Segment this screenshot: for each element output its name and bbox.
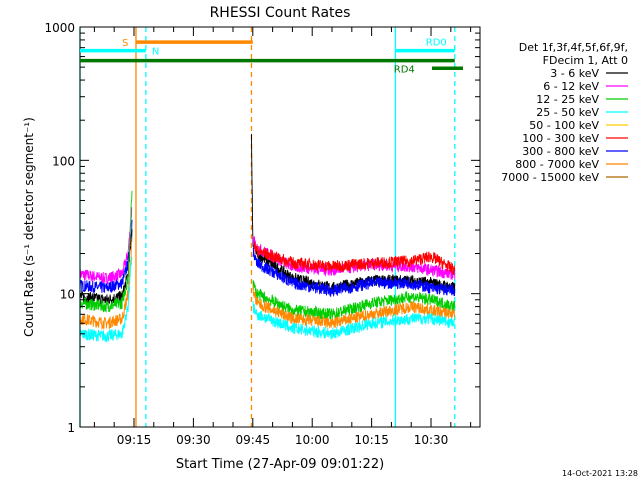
series-line: [79, 236, 133, 330]
x-tick-label: 10:00: [295, 433, 330, 447]
y-tick-label: 1: [67, 421, 75, 435]
x-tick-label: 09:45: [236, 433, 271, 447]
y-axis-label: Count Rate (s⁻¹ detector segment⁻¹): [22, 117, 36, 337]
series-line: [252, 301, 456, 340]
legend: Det 1f,3f,4f,5f,6f,9f,FDecim 1, Att 03 -…: [501, 41, 628, 184]
series-line: [252, 280, 456, 321]
legend-label: 50 - 100 keV: [529, 119, 599, 132]
y-tick-label: 100: [52, 154, 75, 168]
legend-header: Det 1f,3f,4f,5f,6f,9f,: [519, 41, 628, 54]
legend-label: 3 - 6 keV: [550, 67, 599, 80]
legend-label: 12 - 25 keV: [536, 93, 599, 106]
legend-label: 7000 - 15000 keV: [501, 171, 599, 184]
series-line: [79, 219, 133, 294]
y-tick-label: 10: [60, 288, 75, 302]
plot-frame: [79, 26, 481, 428]
footer-date: 14-Oct-2021 13:28: [562, 469, 638, 478]
x-axis: 09:15 09:30 09:45 10:00 10:15 10:30: [93, 27, 472, 447]
series-line: [252, 236, 456, 281]
series-line: [79, 207, 133, 285]
legend-label: 100 - 300 keV: [522, 132, 599, 145]
chart-title: RHESSI Count Rates: [210, 5, 351, 21]
legend-label: 6 - 12 keV: [543, 80, 599, 93]
series-line: [252, 247, 456, 298]
x-tick-label: 09:15: [117, 433, 152, 447]
x-axis-label: Start Time (27-Apr-09 09:01:22): [176, 457, 384, 472]
x-tick-label: 10:30: [414, 433, 449, 447]
flag-bars: S N RD0 RD4: [80, 38, 463, 76]
y-axis: 1 10 100 1000: [44, 21, 480, 435]
y-tick-label: 1000: [44, 21, 75, 35]
series-line: [79, 190, 133, 313]
flag-label: RD0: [426, 38, 447, 49]
legend-label: 25 - 50 keV: [536, 106, 599, 119]
series-line: [252, 241, 456, 275]
flag-label: N: [152, 47, 159, 58]
legend-label: 300 - 800 keV: [522, 145, 599, 158]
flag-label: RD4: [394, 65, 415, 76]
legend-header: FDecim 1, Att 0: [543, 54, 628, 67]
legend-label: 800 - 7000 keV: [515, 158, 599, 171]
x-tick-label: 09:30: [176, 433, 211, 447]
series-line: [252, 284, 456, 329]
x-tick-label: 10:15: [354, 433, 389, 447]
flag-label: S: [122, 38, 128, 49]
series-line: [79, 256, 133, 344]
